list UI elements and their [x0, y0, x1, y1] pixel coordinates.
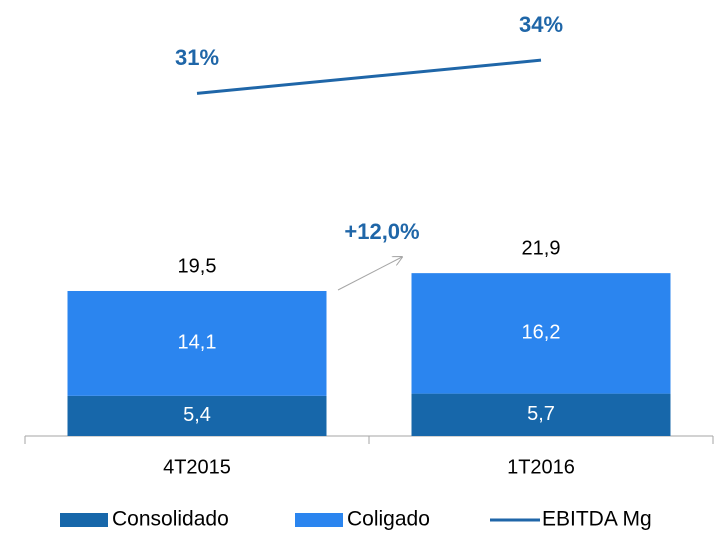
x-tick-label: 1T2016 [507, 456, 575, 478]
line-label: 34% [519, 12, 563, 37]
legend-label: Consolidado [112, 508, 229, 531]
data-label: 14,1 [178, 332, 217, 354]
line-label: 31% [175, 45, 219, 70]
bar-segment [67, 395, 327, 436]
total-label: 19,5 [178, 255, 217, 277]
line-series [196, 58, 542, 95]
growth-arrow [337, 257, 402, 291]
legend-swatch [60, 513, 108, 527]
bar-segment [67, 290, 327, 396]
annotation: +12,0% [344, 219, 419, 244]
data-label: 5,7 [527, 403, 555, 425]
data-label: 16,2 [522, 322, 561, 344]
legend-label: Coligado [347, 508, 430, 531]
x-tick-label: 4T2015 [163, 456, 231, 478]
bar-segment [411, 393, 671, 436]
total-label: 21,9 [522, 237, 561, 259]
legend-label: EBITDA Mg [542, 508, 652, 531]
bar-segment [411, 273, 671, 394]
legend-swatch [295, 513, 343, 527]
data-label: 5,4 [183, 404, 211, 426]
